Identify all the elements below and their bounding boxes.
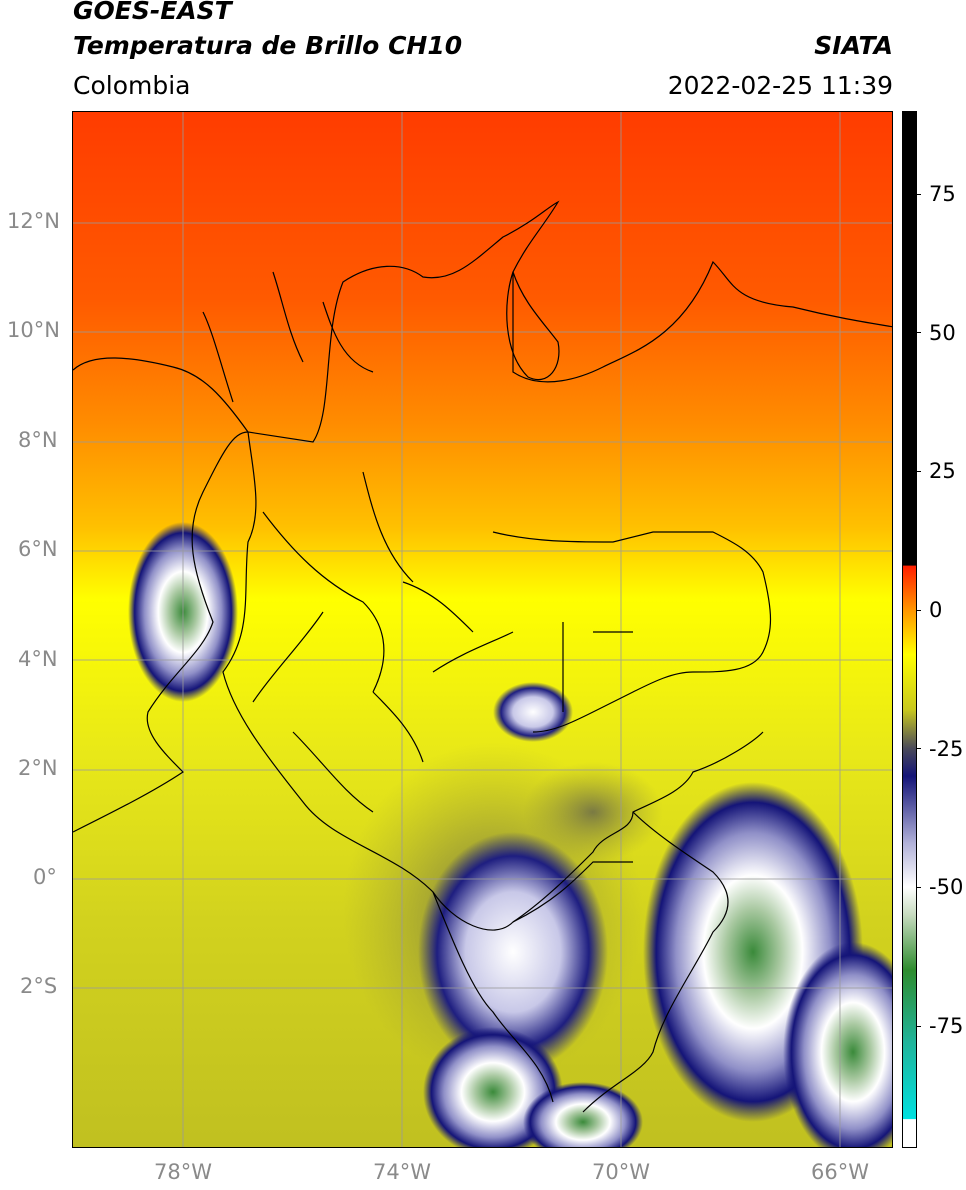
- colorbar: [902, 111, 917, 1148]
- colorbar-tick-label: -50: [929, 875, 964, 900]
- lon-label: 66°W: [811, 1160, 869, 1184]
- colorbar-tick-label: 0: [929, 598, 943, 623]
- colorbar-tick-mark: [916, 886, 921, 888]
- lat-label: 2°S: [20, 974, 58, 998]
- colorbar-tick-label: 75: [929, 182, 956, 207]
- cloud-cluster: [523, 1082, 643, 1147]
- colorbar-tick-mark: [916, 193, 921, 195]
- cloud-cluster: [783, 942, 892, 1147]
- colorbar-tick-label: 25: [929, 459, 956, 484]
- colorbar-tick-label: -75: [929, 1014, 964, 1038]
- colorbar-tick-label: 50: [929, 320, 956, 345]
- cloud-haze: [523, 762, 663, 862]
- colorbar-tick-mark: [916, 609, 921, 611]
- country-borders: [73, 200, 892, 1113]
- lat-label: 6°N: [18, 537, 58, 561]
- brightness-temperature-map: [72, 111, 893, 1148]
- lon-label: 70°W: [592, 1160, 650, 1184]
- gridlines: [73, 112, 892, 1147]
- colorbar-tick-mark: [916, 1025, 921, 1027]
- source-label: SIATA: [814, 31, 893, 60]
- lat-label: 8°N: [18, 428, 58, 452]
- colorbar-tick-mark: [916, 332, 921, 334]
- colorbar-tick-mark: [916, 748, 921, 750]
- lat-label: 12°N: [7, 209, 60, 233]
- colorbar-tick-label: -25: [929, 736, 964, 761]
- timestamp-label: 2022-02-25 11:39: [667, 71, 893, 100]
- lat-label: 2°N: [18, 756, 58, 780]
- satellite-title: GOES-EAST: [73, 0, 232, 25]
- lat-label: 10°N: [7, 318, 60, 342]
- cloud-cluster: [493, 682, 573, 742]
- colorbar-tick-mark: [916, 470, 921, 472]
- lat-label: 0°: [33, 865, 57, 889]
- product-title: Temperatura de Brillo CH10: [73, 31, 463, 60]
- lat-label: 4°N: [18, 647, 58, 671]
- lon-label: 78°W: [154, 1160, 212, 1184]
- region-label: Colombia: [73, 71, 191, 100]
- lon-label: 74°W: [373, 1160, 431, 1184]
- map-canvas: [73, 112, 892, 1147]
